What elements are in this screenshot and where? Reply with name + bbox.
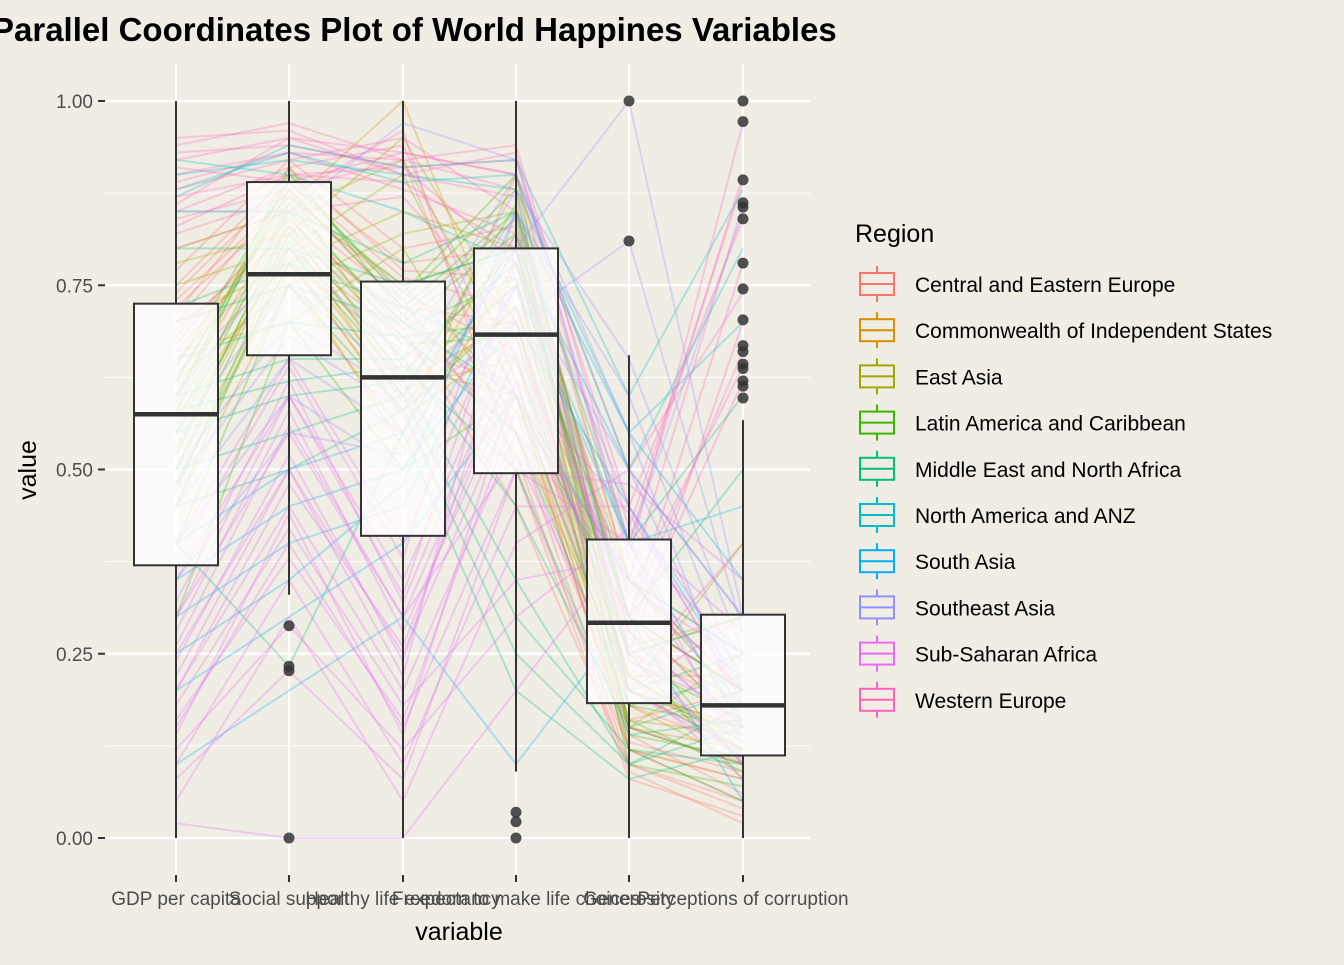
legend-item-5: North America and ANZ — [859, 497, 1136, 533]
boxplot-2 — [360, 101, 446, 838]
legend-item-1: Commonwealth of Independent States — [859, 312, 1272, 349]
series-line-15 — [175, 158, 744, 435]
boxplots — [133, 95, 786, 844]
x-tick-label-4: Generosity — [583, 889, 675, 910]
x-tick-label-2: Healthy life expectancy — [305, 889, 501, 910]
boxplot-1 — [246, 101, 332, 844]
series-line-60 — [175, 379, 744, 766]
y-tick-label-1: 0.25 — [56, 645, 93, 666]
series-line-1 — [175, 122, 744, 562]
series-line-59 — [175, 357, 744, 729]
series-line-86 — [175, 231, 744, 677]
boxplot-0 — [133, 101, 219, 838]
series-line-64 — [175, 430, 744, 781]
outlier-point-5-13 — [737, 174, 749, 186]
box-1 — [246, 181, 332, 357]
x-tick-label-1: Social support — [229, 889, 350, 910]
legend-item-8: Sub-Saharan Africa — [859, 635, 1097, 672]
legend-label-2: East Asia — [915, 366, 1003, 389]
y-tick-label-2: 0.50 — [56, 461, 93, 482]
series-line-17 — [175, 158, 744, 545]
chart-title: Parallel Coordinates Plot of World Happi… — [0, 11, 837, 48]
outlier-point-3-2 — [510, 806, 522, 818]
legend-title: Region — [855, 220, 934, 248]
series-line-12 — [175, 122, 744, 532]
outlier-point-1-2 — [283, 660, 295, 672]
outlier-point-5-8 — [737, 283, 749, 295]
outlier-point-5-15 — [737, 95, 749, 107]
series-line-78 — [175, 209, 744, 655]
outlier-point-5-14 — [737, 116, 749, 128]
series-line-67 — [175, 365, 744, 736]
outlier-point-1-3 — [283, 620, 295, 632]
legend: Region Central and Eastern Europe Commonw… — [855, 220, 1272, 718]
series-line-8 — [175, 151, 744, 472]
legend-item-4: Middle East and North Africa — [859, 450, 1181, 487]
boxplot-4 — [586, 95, 672, 838]
legend-item-6: South Asia — [859, 543, 1016, 580]
legend-label-1: Commonwealth of Independent States — [915, 320, 1272, 343]
x-axis-title: variable — [415, 918, 503, 946]
legend-item-9: Western Europe — [859, 681, 1066, 718]
legend-label-3: Latin America and Caribbean — [915, 413, 1186, 436]
legend-label-7: Southeast Asia — [915, 597, 1055, 620]
y-tick-label-0: 0.00 — [56, 829, 93, 850]
legend-label-0: Central and Eastern Europe — [915, 274, 1175, 297]
outlier-point-5-0 — [737, 392, 749, 404]
box-5 — [700, 613, 786, 757]
outlier-point-5-10 — [737, 213, 749, 225]
legend-label-4: Middle East and North Africa — [915, 459, 1181, 482]
series-line-18 — [175, 144, 744, 398]
y-tick-label-4: 1.00 — [56, 92, 93, 113]
legend-label-8: Sub-Saharan Africa — [915, 644, 1097, 667]
outlier-point-4-0 — [623, 235, 635, 247]
outlier-point-5-12 — [737, 197, 749, 209]
series-line-95 — [175, 468, 744, 804]
y-axis-title: value — [14, 440, 42, 500]
outlier-point-5-9 — [737, 257, 749, 269]
y-axis: 0.00 0.25 0.50 0.75 1.00 — [56, 92, 105, 850]
legend-label-9: Western Europe — [915, 690, 1066, 713]
outlier-point-3-1 — [510, 816, 522, 828]
box-3 — [473, 247, 559, 475]
outlier-point-5-6 — [737, 340, 749, 352]
outlier-point-5-4 — [737, 358, 749, 370]
boxplot-5 — [700, 95, 786, 838]
outlier-point-5-2 — [737, 375, 749, 387]
series-line-66 — [175, 409, 744, 766]
x-tick-label-0: GDP per capita — [111, 889, 241, 910]
series-line-16 — [175, 151, 744, 472]
series-line-74 — [175, 320, 744, 692]
legend-label-5: North America and ANZ — [915, 505, 1136, 528]
series-line-87 — [175, 239, 744, 632]
series-line-2 — [175, 151, 744, 584]
boxplot-3 — [473, 101, 559, 844]
outlier-point-3-0 — [510, 832, 522, 844]
series-line-101 — [175, 468, 744, 781]
legend-item-3: Latin America and Caribbean — [859, 404, 1186, 441]
y-tick-label-3: 0.75 — [56, 276, 93, 297]
outlier-point-1-0 — [283, 832, 295, 844]
box-2 — [360, 280, 446, 537]
outlier-point-5-7 — [737, 314, 749, 326]
legend-item-7: Southeast Asia — [859, 589, 1055, 626]
legend-item-2: East Asia — [859, 358, 1003, 395]
legend-item-0: Central and Eastern Europe — [859, 266, 1175, 302]
box-0 — [133, 302, 219, 567]
series-line-62 — [175, 394, 744, 766]
series-line-82 — [175, 98, 744, 618]
x-tick-label-5: Perceptions of corruption — [637, 889, 848, 910]
series-line-0 — [175, 136, 744, 547]
x-tick-label-3: Freedom to make life choices — [392, 889, 640, 910]
series-line-84 — [175, 283, 744, 706]
series-line-76 — [175, 246, 744, 618]
series-line-4 — [175, 144, 744, 510]
outlier-point-4-1 — [623, 95, 635, 107]
legend-label-6: South Asia — [915, 551, 1016, 574]
